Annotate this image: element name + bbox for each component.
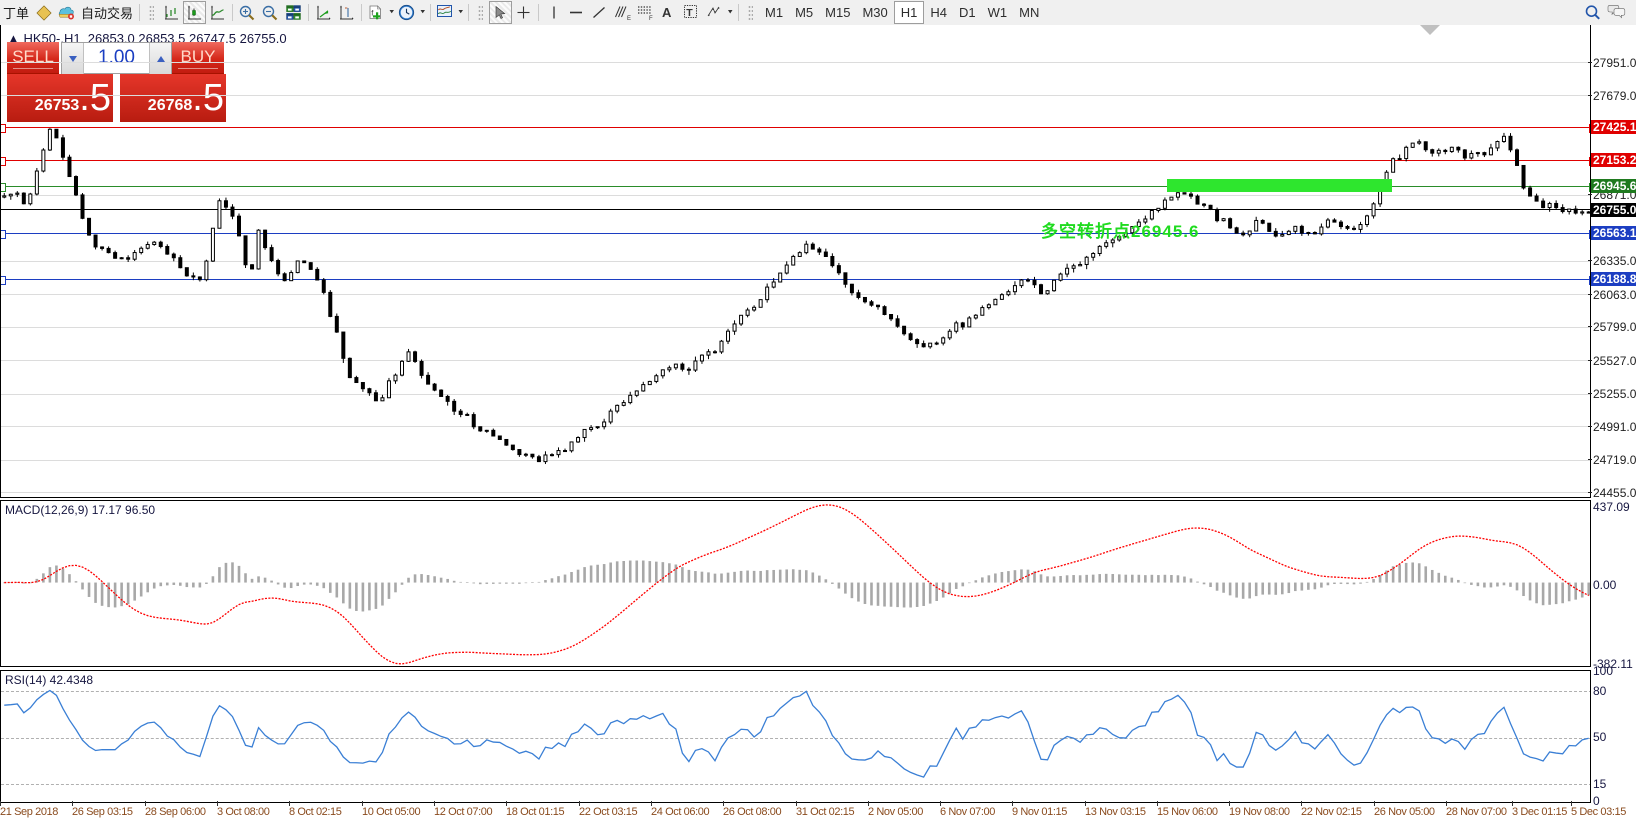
svg-text:F: F xyxy=(649,16,653,21)
svg-text:A: A xyxy=(662,5,672,20)
svg-text:T: T xyxy=(686,7,693,19)
svg-text:E: E xyxy=(627,16,631,21)
